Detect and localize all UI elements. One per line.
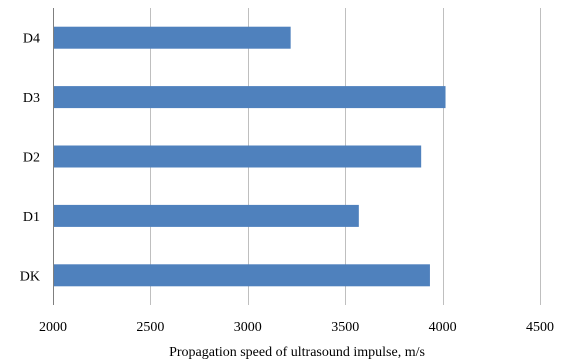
- x-tick-label: 4500: [526, 320, 554, 335]
- bar-d3: [54, 86, 446, 109]
- x-tick-label: 3000: [234, 320, 262, 335]
- bar-dk: [54, 264, 430, 287]
- x-tick-labels: 2000 2500 3000 3500 4000 4500: [39, 320, 554, 335]
- category-label-d4: D4: [23, 32, 40, 47]
- category-label-d2: D2: [23, 151, 40, 166]
- x-tick-label: 2500: [136, 320, 164, 335]
- x-axis-title: Propagation speed of ultrasound impulse,…: [169, 345, 425, 360]
- category-label-d1: D1: [23, 210, 40, 225]
- category-labels: D4 D3 D2 D1 DK: [20, 32, 40, 285]
- bar-d2: [54, 145, 422, 168]
- x-tick-label: 3500: [331, 320, 359, 335]
- bars: [54, 26, 446, 287]
- category-label-d3: D3: [23, 91, 40, 106]
- bar-d1: [54, 204, 359, 227]
- x-tick-label: 2000: [39, 320, 67, 335]
- bar-d4: [54, 26, 291, 49]
- x-tick-label: 4000: [429, 320, 457, 335]
- category-label-dk: DK: [20, 269, 40, 284]
